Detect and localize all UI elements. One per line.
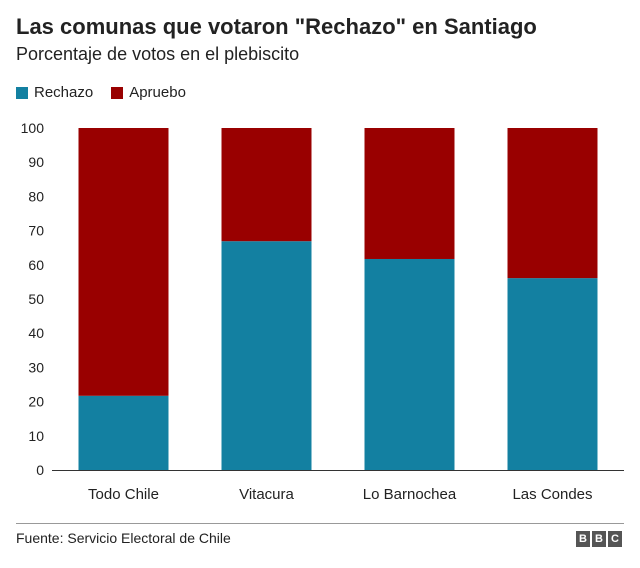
y-tick-label: 70 bbox=[28, 223, 44, 239]
bbc-logo-letter: B bbox=[576, 531, 590, 547]
x-tick-label: Las Condes bbox=[512, 486, 592, 503]
legend-label-apruebo: Apruebo bbox=[129, 84, 186, 101]
bar-rechazo bbox=[221, 241, 312, 470]
y-tick-label: 0 bbox=[36, 462, 44, 478]
x-tick-label: Vitacura bbox=[239, 486, 294, 503]
legend-swatch-rechazo bbox=[16, 86, 28, 99]
legend-item-apruebo: Apruebo bbox=[111, 84, 186, 101]
y-tick-label: 20 bbox=[28, 394, 44, 410]
legend-swatch-apruebo bbox=[111, 86, 124, 99]
y-tick-label: 100 bbox=[21, 120, 45, 136]
y-tick-label: 60 bbox=[28, 257, 44, 273]
legend-item-rechazo: Rechazo bbox=[16, 84, 93, 101]
x-tick-label: Todo Chile bbox=[88, 486, 159, 503]
bar-apruebo bbox=[364, 128, 455, 259]
bar-apruebo bbox=[221, 128, 312, 242]
y-tick-label: 30 bbox=[28, 359, 44, 375]
source-note: Fuente: Servicio Electoral de Chile bbox=[16, 530, 231, 546]
legend: Rechazo Apruebo bbox=[16, 84, 204, 101]
bbc-logo-letter: B bbox=[592, 531, 606, 547]
bar-apruebo bbox=[507, 128, 598, 279]
bar-apruebo bbox=[78, 128, 169, 396]
legend-label-rechazo: Rechazo bbox=[34, 84, 94, 101]
y-tick-label: 90 bbox=[28, 154, 44, 170]
bbc-logo: B B C bbox=[574, 531, 622, 547]
bbc-logo-letter: C bbox=[608, 531, 622, 547]
y-tick-label: 40 bbox=[28, 325, 44, 341]
chart-subtitle: Porcentaje de votos en el plebiscito bbox=[16, 44, 300, 64]
x-tick-label: Lo Barnochea bbox=[363, 486, 457, 503]
chart-title: Las comunas que votaron "Rechazo" en San… bbox=[16, 14, 537, 39]
bar-rechazo bbox=[507, 278, 598, 470]
stacked-bar-chart: 0 10 20 30 40 50 60 70 80 90 100 Todo Chile Vitacura… bbox=[21, 120, 624, 503]
y-tick-label: 10 bbox=[28, 428, 44, 444]
y-tick-label: 50 bbox=[28, 291, 44, 307]
bar-rechazo bbox=[364, 258, 455, 470]
bar-rechazo bbox=[78, 395, 169, 470]
footer-divider bbox=[16, 523, 624, 524]
y-tick-label: 80 bbox=[28, 188, 44, 204]
